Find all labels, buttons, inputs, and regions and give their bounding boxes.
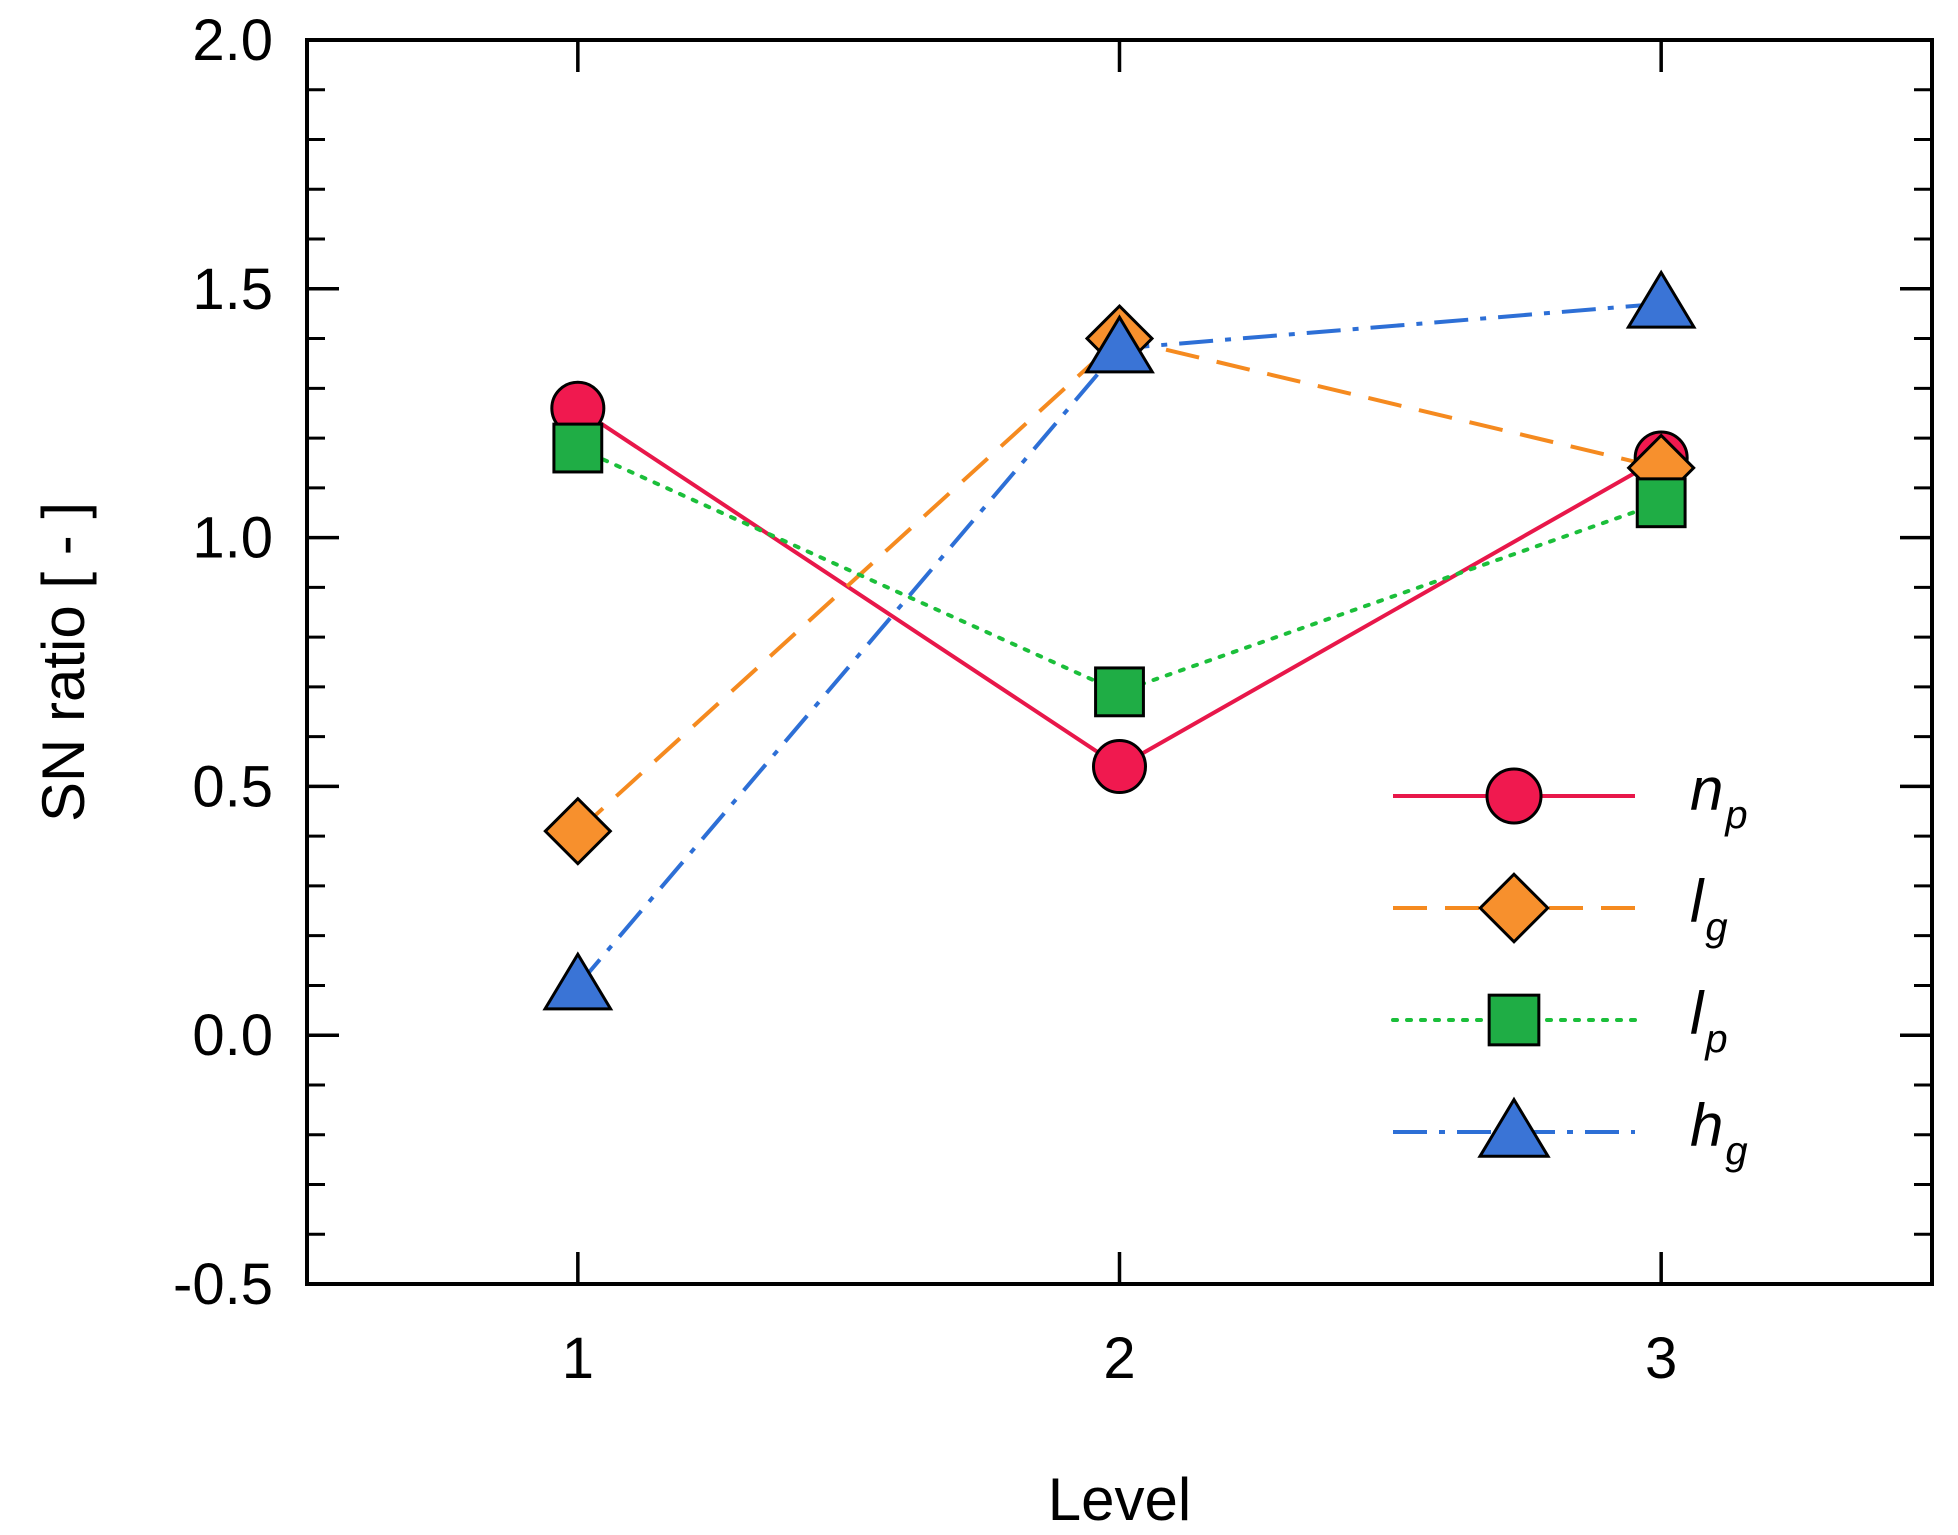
legend-label-lp: lp [1690, 980, 1728, 1061]
x-tick-labels: 1 2 3 [562, 1326, 1678, 1391]
series-line-hg [576, 301, 1662, 987]
y-tick-label: 0.5 [192, 754, 273, 819]
series-markers [542, 269, 1697, 1011]
data-point-lp-3 [1635, 477, 1687, 529]
legend-marker-np [1485, 767, 1543, 825]
x-tick-label: 1 [562, 1326, 594, 1391]
y-tick-label: 2.0 [192, 8, 273, 73]
x-tick-label: 2 [1103, 1326, 1135, 1391]
y-tick-label: 1.5 [192, 257, 273, 322]
y-tick-label: -0.5 [173, 1252, 273, 1317]
series-lines [575, 301, 1664, 987]
series-line-lp [575, 446, 1664, 694]
y-tick-label: 1.0 [192, 506, 273, 571]
legend-marker-lg [1478, 872, 1550, 944]
data-point-hg-2 [1084, 314, 1155, 374]
legend-label-hg: hg [1690, 1092, 1748, 1173]
legend-label-lg: lg [1690, 868, 1728, 949]
data-point-lp-1 [552, 422, 604, 474]
x-axis-title: Level [1048, 1466, 1191, 1533]
major-ticks [307, 38, 1932, 1286]
plot-frame [305, 38, 1934, 1286]
y-tick-label: 0.0 [192, 1003, 273, 1068]
y-tick-labels: -0.5 0.0 0.5 1.0 1.5 2.0 [173, 8, 273, 1317]
legend-marker-lp [1487, 993, 1541, 1047]
data-point-hg-1 [542, 951, 614, 1011]
data-point-hg-3 [1625, 269, 1697, 329]
data-point-lp-2 [1094, 666, 1145, 718]
y-axis-title: SN ratio [ - ] [30, 502, 97, 822]
minor-ticks [307, 88, 1932, 1236]
legend: np lg lp hg [1391, 756, 1748, 1173]
data-point-np-2 [1092, 738, 1147, 794]
data-point-lg-1 [543, 796, 613, 866]
x-tick-label: 3 [1645, 1326, 1677, 1391]
legend-marker-hg [1477, 1096, 1551, 1158]
legend-label-np: np [1690, 756, 1748, 837]
